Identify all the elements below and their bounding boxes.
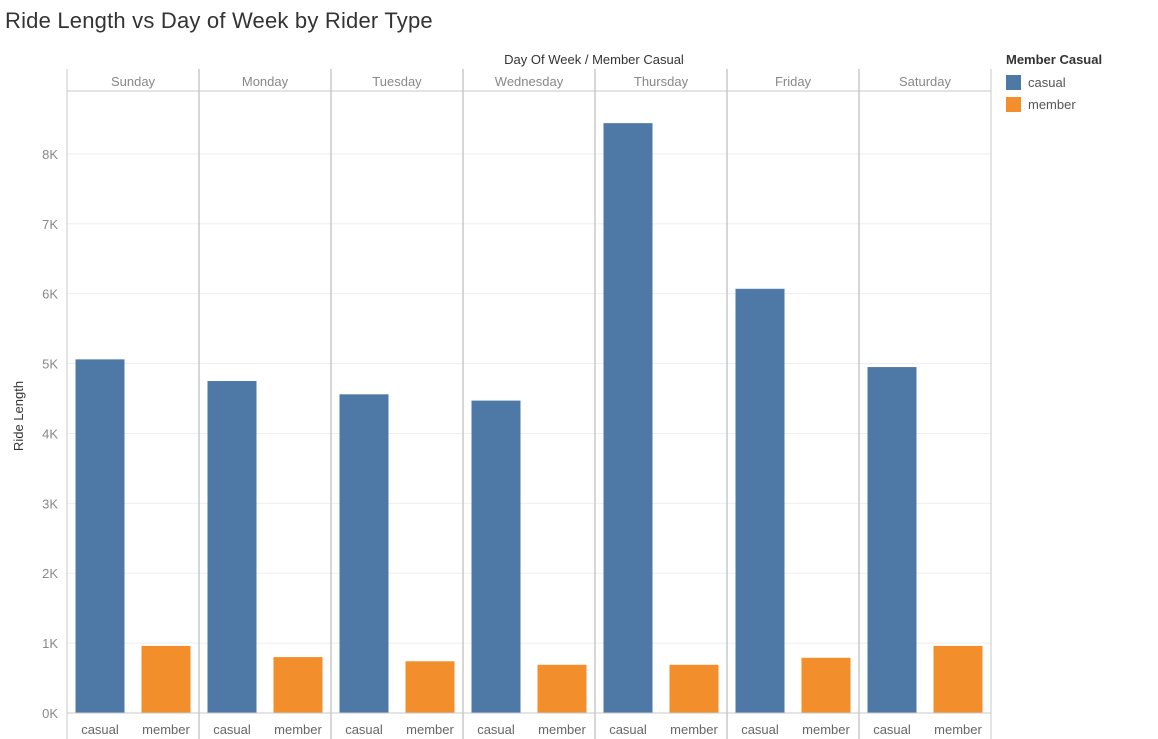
bar-friday-member[interactable] [801,657,851,713]
sub-label-member: member [142,722,190,737]
y-tick-label: 3K [42,496,58,511]
sub-label-casual: casual [345,722,383,737]
bar-friday-casual[interactable] [735,288,785,713]
bar-monday-member[interactable] [273,657,323,713]
bar-sunday-member[interactable] [141,645,191,713]
sub-label-casual: casual [741,722,779,737]
bar-sunday-casual[interactable] [75,359,125,713]
y-tick-label: 1K [42,636,58,651]
labels: 0K 1K 2K 3K 4K 5K 6K 7K 8K Ride Length Day Of Week… [11,52,983,737]
day-label-tuesday: Tuesday [372,74,422,89]
day-label-wednesday: Wednesday [495,74,564,89]
y-tick-label: 2K [42,566,58,581]
bar-thursday-member[interactable] [669,664,719,713]
sub-label-casual: casual [213,722,251,737]
sub-label-member: member [538,722,586,737]
day-label-saturday: Saturday [899,74,952,89]
y-tick-label: 4K [42,426,58,441]
day-label-sunday: Sunday [111,74,156,89]
sub-label-member: member [934,722,982,737]
day-label-monday: Monday [242,74,289,89]
y-axis-label: Ride Length [11,381,26,451]
y-tick-label: 7K [42,217,58,232]
chart-title: Ride Length vs Day of Week by Rider Type [5,8,433,33]
bar-wednesday-member[interactable] [537,664,587,713]
y-tick-label: 8K [42,147,58,162]
legend-label-member: member [1028,96,1076,112]
legend-label-casual: casual [1028,74,1066,90]
legend: Member Casual casual member [1006,52,1102,115]
sub-label-casual: casual [609,722,647,737]
legend-swatch-member [1006,96,1021,112]
panel-frame [66,69,992,739]
legend-title: Member Casual [1006,52,1103,67]
bar-saturday-casual[interactable] [867,367,917,713]
legend-swatch-casual [1006,74,1021,90]
bars [75,123,983,713]
bar-wednesday-casual[interactable] [471,400,521,713]
bar-thursday-casual[interactable] [603,123,653,713]
bar-monday-casual[interactable] [207,381,257,713]
bar-saturday-member[interactable] [933,645,983,713]
day-label-thursday: Thursday [634,74,689,89]
bar-tuesday-member[interactable] [405,661,455,713]
sub-label-member: member [670,722,718,737]
y-tick-label: 5K [42,357,58,372]
legend-item-casual[interactable]: casual [1006,71,1102,93]
y-tick-label: 6K [42,287,58,302]
sub-label-member: member [802,722,850,737]
sub-label-casual: casual [873,722,911,737]
sub-label-member: member [274,722,322,737]
y-tick-label: 0K [42,706,58,721]
legend-item-member[interactable]: member [1006,93,1102,115]
sub-label-casual: casual [477,722,515,737]
day-label-friday: Friday [775,74,812,89]
bar-tuesday-casual[interactable] [339,394,389,713]
x-header-label: Day Of Week / Member Casual [504,52,684,67]
gridlines [67,153,991,644]
sub-label-casual: casual [81,722,119,737]
sub-label-member: member [406,722,454,737]
